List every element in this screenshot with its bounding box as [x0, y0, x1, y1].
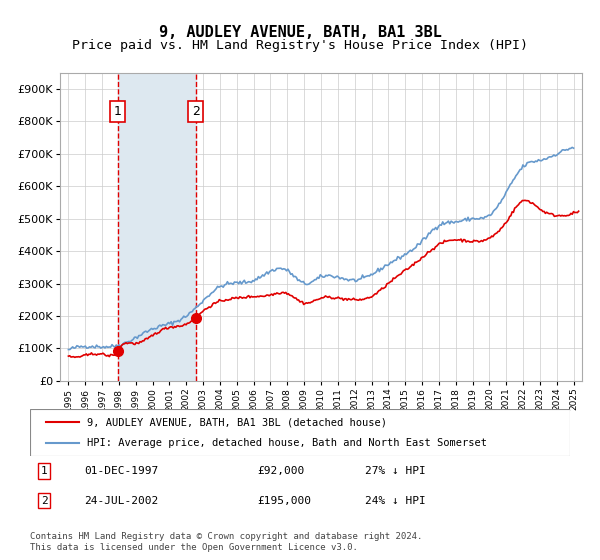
Text: 2: 2: [41, 496, 47, 506]
Text: £92,000: £92,000: [257, 466, 304, 476]
Text: 24% ↓ HPI: 24% ↓ HPI: [365, 496, 425, 506]
Text: £195,000: £195,000: [257, 496, 311, 506]
Text: 1: 1: [41, 466, 47, 476]
Text: 27% ↓ HPI: 27% ↓ HPI: [365, 466, 425, 476]
Text: 2: 2: [192, 105, 200, 118]
Text: 1: 1: [113, 105, 122, 118]
FancyBboxPatch shape: [30, 409, 570, 456]
Text: Price paid vs. HM Land Registry's House Price Index (HPI): Price paid vs. HM Land Registry's House …: [72, 39, 528, 52]
Text: 9, AUDLEY AVENUE, BATH, BA1 3BL: 9, AUDLEY AVENUE, BATH, BA1 3BL: [158, 25, 442, 40]
Bar: [118, 73, 196, 381]
Text: 9, AUDLEY AVENUE, BATH, BA1 3BL (detached house): 9, AUDLEY AVENUE, BATH, BA1 3BL (detache…: [86, 417, 387, 427]
Text: Contains HM Land Registry data © Crown copyright and database right 2024.
This d: Contains HM Land Registry data © Crown c…: [30, 532, 422, 552]
Text: HPI: Average price, detached house, Bath and North East Somerset: HPI: Average price, detached house, Bath…: [86, 438, 487, 448]
Text: 01-DEC-1997: 01-DEC-1997: [84, 466, 158, 476]
Text: 24-JUL-2002: 24-JUL-2002: [84, 496, 158, 506]
